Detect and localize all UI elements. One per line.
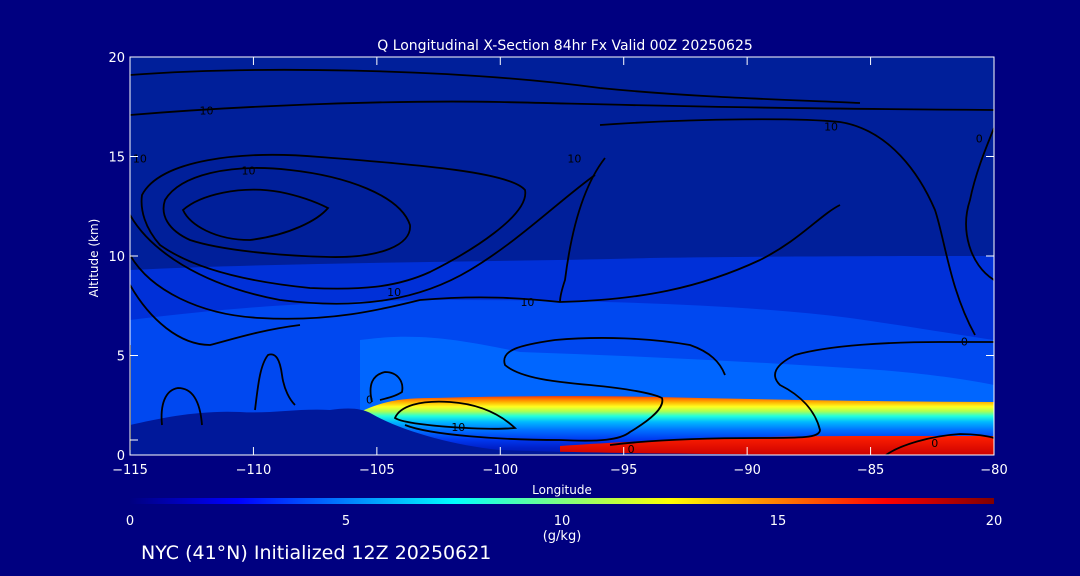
chart-title: Q Longitudinal X-Section 84hr Fx Valid 0… <box>377 38 753 54</box>
contour-label: 0 <box>976 133 983 146</box>
contour-line <box>140 154 526 290</box>
colorbar-tick-label: 20 <box>986 514 1003 529</box>
x-axis-label: Longitude <box>532 483 592 497</box>
contour-label: 10 <box>387 286 401 299</box>
contour-line <box>181 188 330 241</box>
y-tick-labels: 0 5 10 15 20 <box>108 51 125 464</box>
contour-line <box>885 433 994 455</box>
contour-line <box>130 284 301 346</box>
contour-line <box>609 341 994 446</box>
contour-line <box>160 387 203 426</box>
colorbar-tick-label: 5 <box>342 514 350 529</box>
contour-label: 0 <box>366 393 373 406</box>
y-axis-ticks <box>130 56 994 456</box>
contour-line <box>599 118 976 336</box>
contour-line <box>369 371 404 403</box>
colorbar-tick-label: 0 <box>126 514 134 529</box>
y-tick-label: 0 <box>117 449 125 464</box>
contour-label: 10 <box>241 164 255 177</box>
contour-label: 10 <box>567 152 581 165</box>
y-tick-label: 5 <box>117 350 125 365</box>
contour-label: 0 <box>961 336 968 349</box>
colorbar-unit-label: (g/kg) <box>543 529 582 544</box>
contour-line <box>130 68 861 104</box>
contour-label: 10 <box>824 121 838 134</box>
terrain <box>130 408 994 455</box>
y-tick-label: 20 <box>108 51 125 66</box>
colorbar-tick-label: 10 <box>554 514 571 529</box>
contour-line <box>130 100 994 116</box>
contour-line <box>130 204 841 320</box>
x-tick-label: −85 <box>857 463 884 478</box>
x-tick-labels: −115 −110 −105 −100 −95 −90 −85 −80 <box>112 463 1008 478</box>
contour-label: 10 <box>520 296 534 309</box>
contour-line <box>559 157 606 303</box>
contour-line <box>393 400 518 430</box>
contour-label: 0 <box>628 443 635 456</box>
y-axis-label: Altitude (km) <box>87 219 101 298</box>
colorbar <box>130 498 994 504</box>
contour-label: 10 <box>451 421 465 434</box>
contour-line <box>965 127 994 281</box>
contour-line <box>162 167 411 258</box>
x-tick-label: −115 <box>112 463 148 478</box>
x-tick-label: −90 <box>733 463 760 478</box>
x-axis-ticks <box>129 57 995 455</box>
contour-label: 10 <box>200 105 214 118</box>
contour-lines <box>130 68 994 455</box>
x-tick-label: −100 <box>482 463 518 478</box>
contour-line <box>130 174 596 305</box>
colorbar-tick-label: 15 <box>770 514 787 529</box>
moisture-field <box>130 57 994 455</box>
footer-initialization-text: NYC (41°N) Initialized 12Z 20250621 <box>141 542 492 564</box>
contour-label: 0 <box>931 437 938 450</box>
x-tick-label: −105 <box>359 463 395 478</box>
x-tick-label: −110 <box>236 463 272 478</box>
contour-labels: 10 10 10 10 10 10 10 10 0 0 0 0 0 <box>133 105 983 456</box>
y-tick-label: 10 <box>108 250 125 265</box>
x-tick-label: −95 <box>610 463 637 478</box>
contour-line <box>254 353 296 411</box>
y-tick-label: 15 <box>108 151 125 166</box>
contour-line <box>404 337 726 442</box>
contour-label: 10 <box>133 152 147 165</box>
colorbar-tick-labels: 0 5 10 15 20 <box>126 514 1002 529</box>
x-tick-label: −80 <box>980 463 1007 478</box>
